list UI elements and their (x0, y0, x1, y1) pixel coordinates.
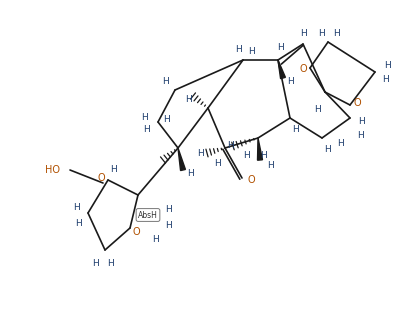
Text: H: H (292, 126, 298, 134)
Text: HO: HO (44, 165, 60, 175)
Text: H: H (242, 151, 249, 160)
Polygon shape (258, 138, 263, 160)
Text: AbsH: AbsH (138, 210, 158, 219)
Text: H: H (110, 165, 116, 175)
Text: H: H (75, 219, 81, 228)
Text: H: H (247, 47, 254, 57)
Text: H: H (185, 95, 192, 105)
Text: H: H (92, 258, 98, 268)
Text: H: H (235, 46, 241, 55)
Polygon shape (178, 148, 185, 171)
Text: H: H (337, 138, 343, 148)
Text: H: H (318, 29, 324, 37)
Text: H: H (162, 78, 169, 86)
Text: H: H (300, 29, 306, 37)
Text: H: H (163, 116, 169, 124)
Text: H: H (226, 142, 233, 150)
Text: H: H (187, 170, 193, 178)
Text: H: H (73, 203, 79, 213)
Text: H: H (383, 61, 390, 69)
Text: H: H (196, 149, 203, 158)
Text: O: O (97, 173, 105, 183)
Text: H: H (277, 44, 283, 52)
Text: H: H (358, 117, 365, 127)
Text: H: H (141, 112, 148, 122)
Text: H: H (332, 29, 339, 37)
Text: H: H (314, 106, 321, 115)
Text: H: H (382, 75, 388, 84)
Polygon shape (278, 60, 285, 79)
Text: O: O (299, 64, 307, 74)
Text: H: H (267, 161, 273, 171)
Text: H: H (260, 151, 266, 160)
Text: O: O (353, 98, 361, 108)
Text: O: O (247, 175, 255, 185)
Text: H: H (165, 220, 171, 230)
Text: H: H (152, 236, 158, 245)
Text: H: H (286, 78, 293, 86)
Text: O: O (132, 227, 140, 237)
Text: H: H (143, 126, 149, 134)
Text: H: H (165, 205, 171, 214)
Text: H: H (106, 258, 113, 268)
Text: H: H (214, 159, 220, 167)
Text: H: H (357, 132, 363, 140)
Text: H: H (323, 145, 330, 154)
